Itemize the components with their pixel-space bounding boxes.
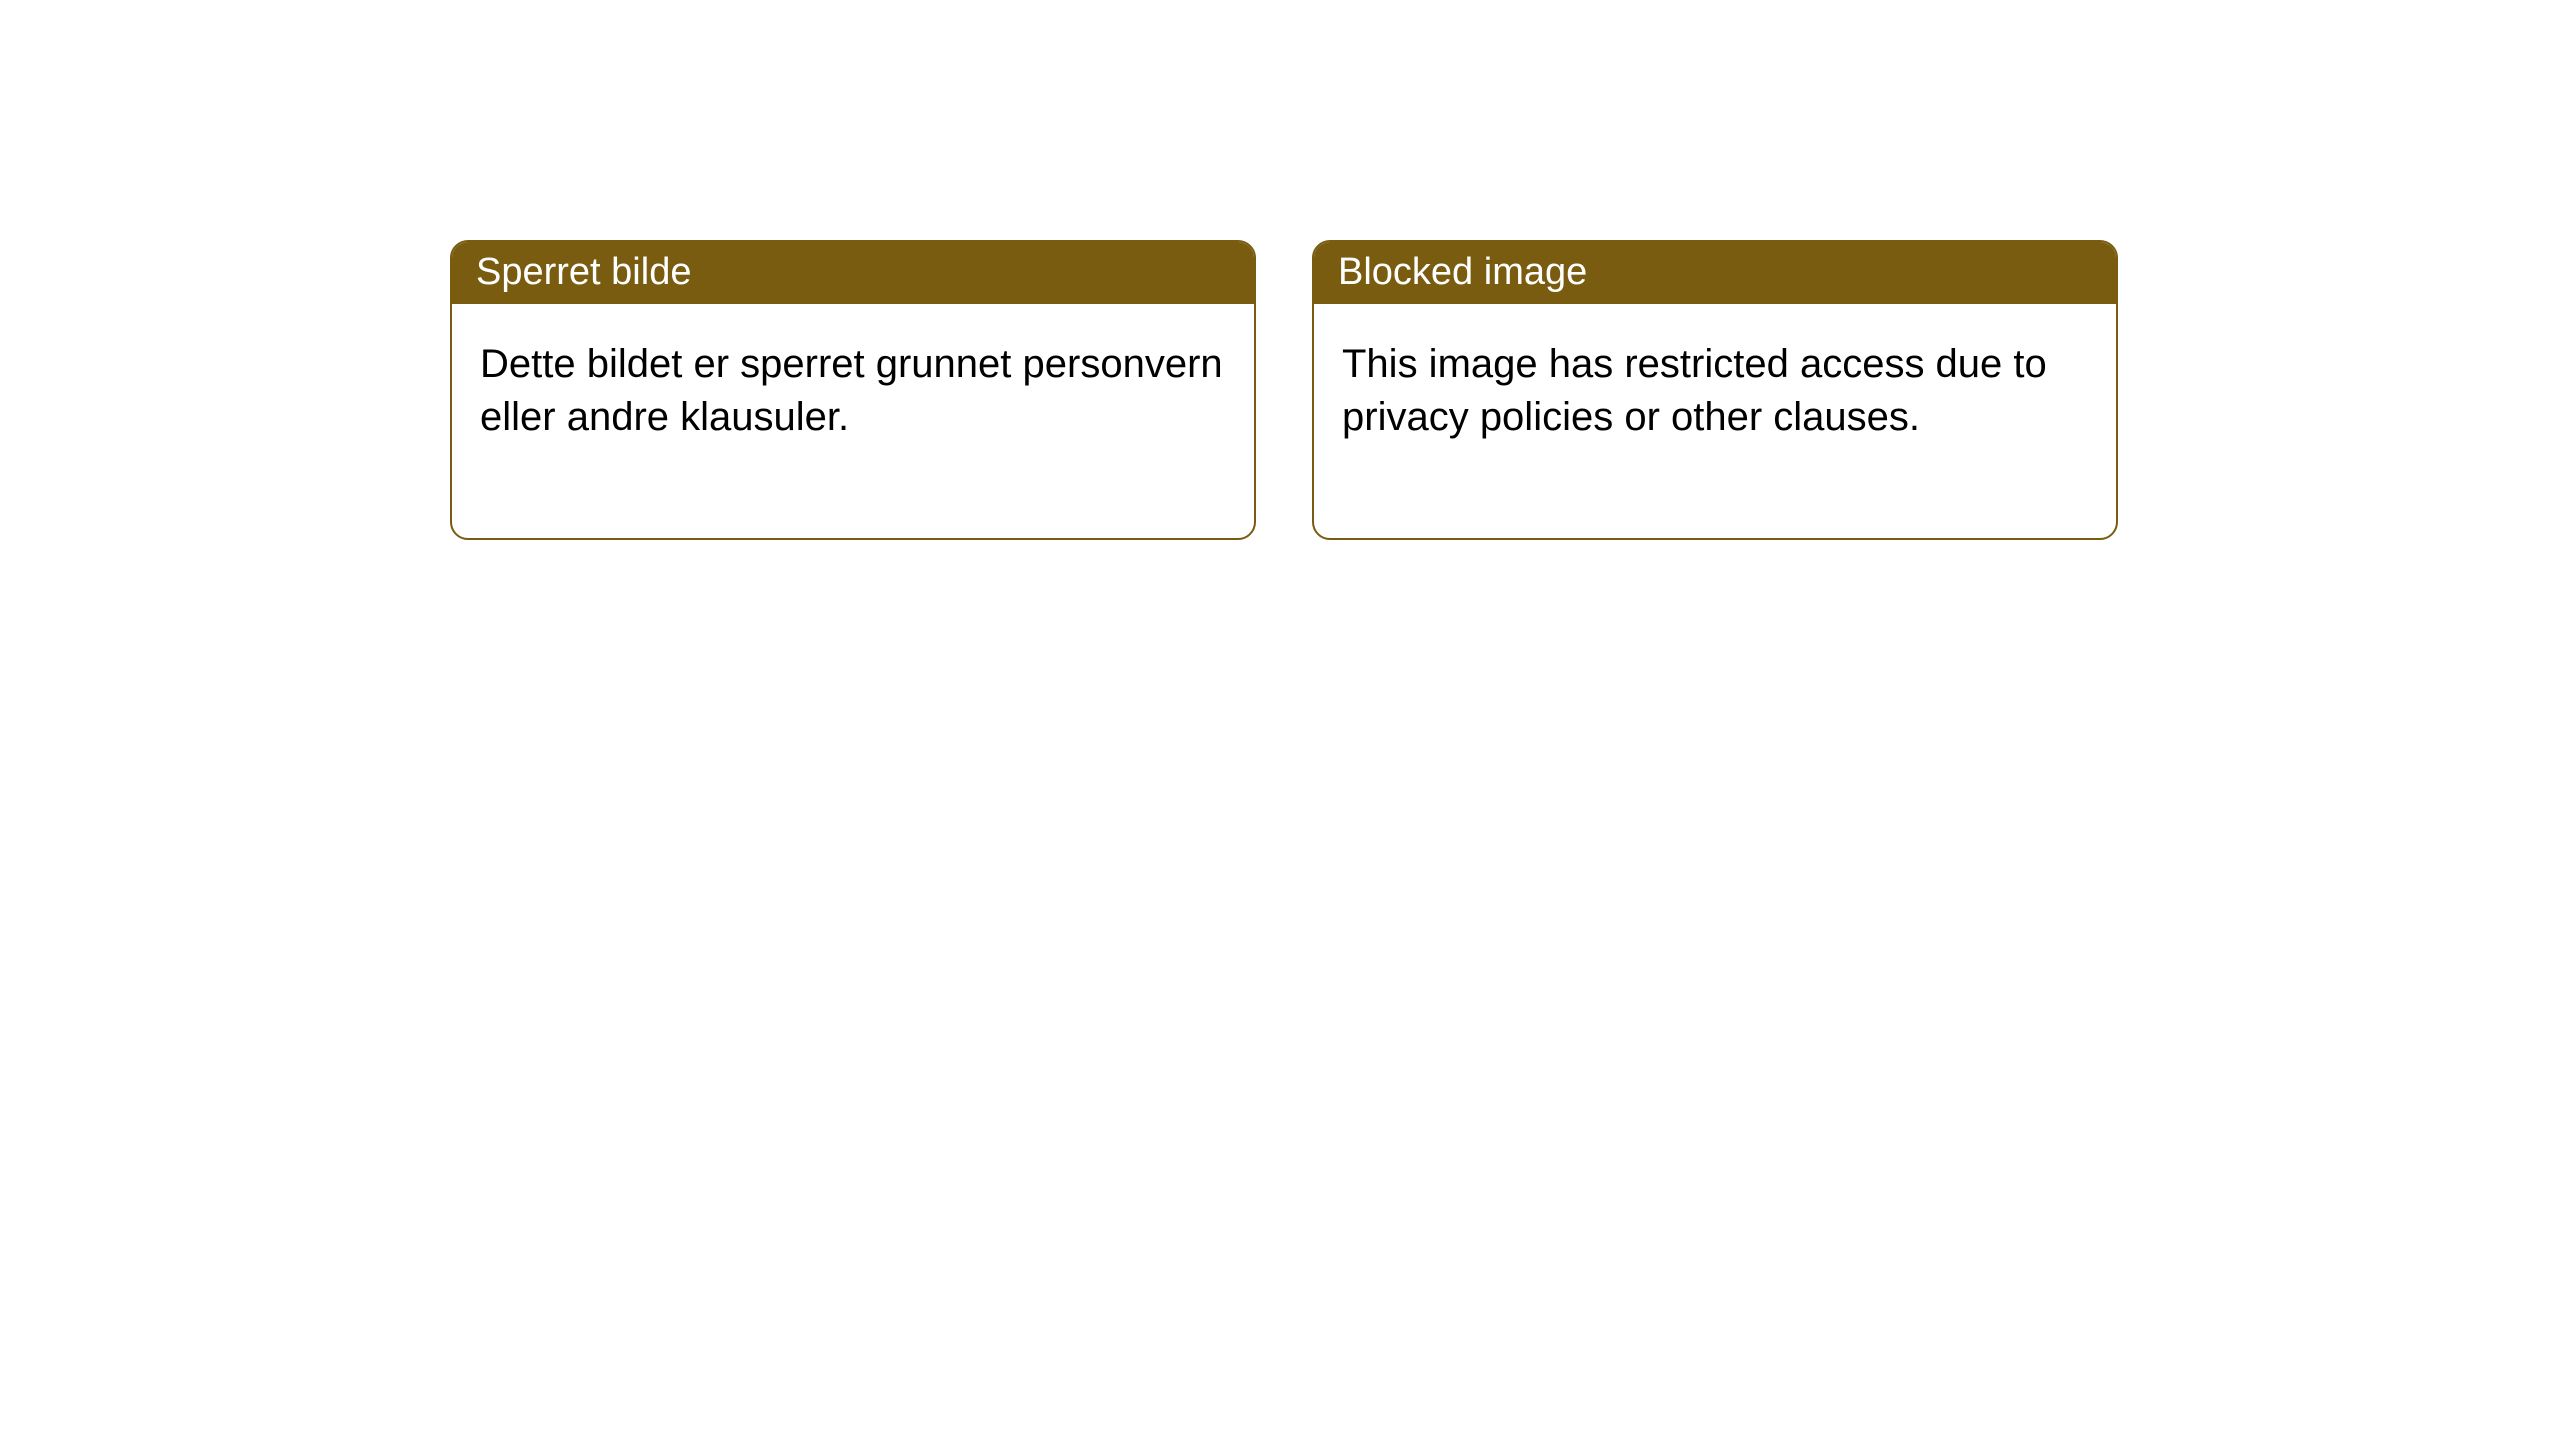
notice-body-text: This image has restricted access due to …	[1342, 342, 2047, 439]
notice-card-norwegian: Sperret bilde Dette bildet er sperret gr…	[450, 240, 1256, 540]
notice-container: Sperret bilde Dette bildet er sperret gr…	[0, 0, 2560, 540]
notice-body-text: Dette bildet er sperret grunnet personve…	[480, 342, 1223, 439]
notice-card-english: Blocked image This image has restricted …	[1312, 240, 2118, 540]
notice-body: This image has restricted access due to …	[1314, 304, 2116, 538]
notice-header: Sperret bilde	[452, 242, 1254, 304]
notice-body: Dette bildet er sperret grunnet personve…	[452, 304, 1254, 538]
notice-header: Blocked image	[1314, 242, 2116, 304]
notice-title: Blocked image	[1338, 251, 1587, 293]
notice-title: Sperret bilde	[476, 251, 691, 293]
